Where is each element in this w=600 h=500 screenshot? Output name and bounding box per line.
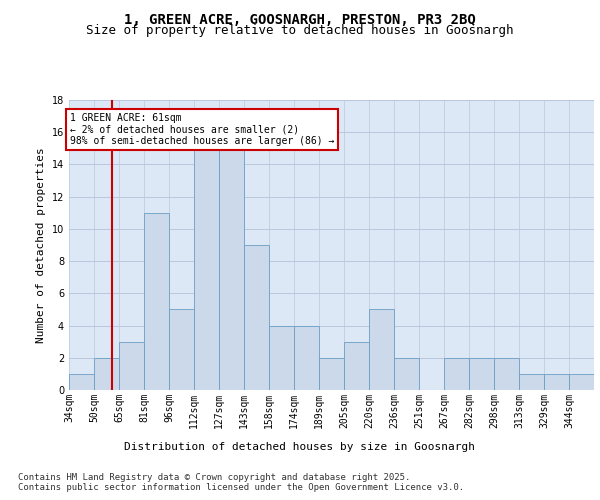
Y-axis label: Number of detached properties: Number of detached properties xyxy=(36,147,46,343)
Bar xyxy=(269,326,294,390)
Bar xyxy=(69,374,94,390)
Bar xyxy=(369,310,394,390)
Text: 1, GREEN ACRE, GOOSNARGH, PRESTON, PR3 2BQ: 1, GREEN ACRE, GOOSNARGH, PRESTON, PR3 2… xyxy=(124,12,476,26)
Bar xyxy=(94,358,119,390)
Bar xyxy=(319,358,344,390)
Bar xyxy=(444,358,469,390)
Text: 1 GREEN ACRE: 61sqm
← 2% of detached houses are smaller (2)
98% of semi-detached: 1 GREEN ACRE: 61sqm ← 2% of detached hou… xyxy=(70,113,334,146)
Text: Contains HM Land Registry data © Crown copyright and database right 2025.
Contai: Contains HM Land Registry data © Crown c… xyxy=(18,472,464,492)
Bar xyxy=(219,148,244,390)
Bar xyxy=(169,310,194,390)
Bar xyxy=(344,342,369,390)
Bar xyxy=(294,326,319,390)
Bar xyxy=(144,213,169,390)
Bar xyxy=(194,148,219,390)
Bar xyxy=(519,374,544,390)
Bar xyxy=(494,358,519,390)
Bar xyxy=(469,358,494,390)
Bar xyxy=(544,374,569,390)
Bar xyxy=(394,358,419,390)
Bar xyxy=(569,374,594,390)
Text: Size of property relative to detached houses in Goosnargh: Size of property relative to detached ho… xyxy=(86,24,514,37)
Bar xyxy=(119,342,144,390)
Text: Distribution of detached houses by size in Goosnargh: Distribution of detached houses by size … xyxy=(125,442,476,452)
Bar xyxy=(244,245,269,390)
